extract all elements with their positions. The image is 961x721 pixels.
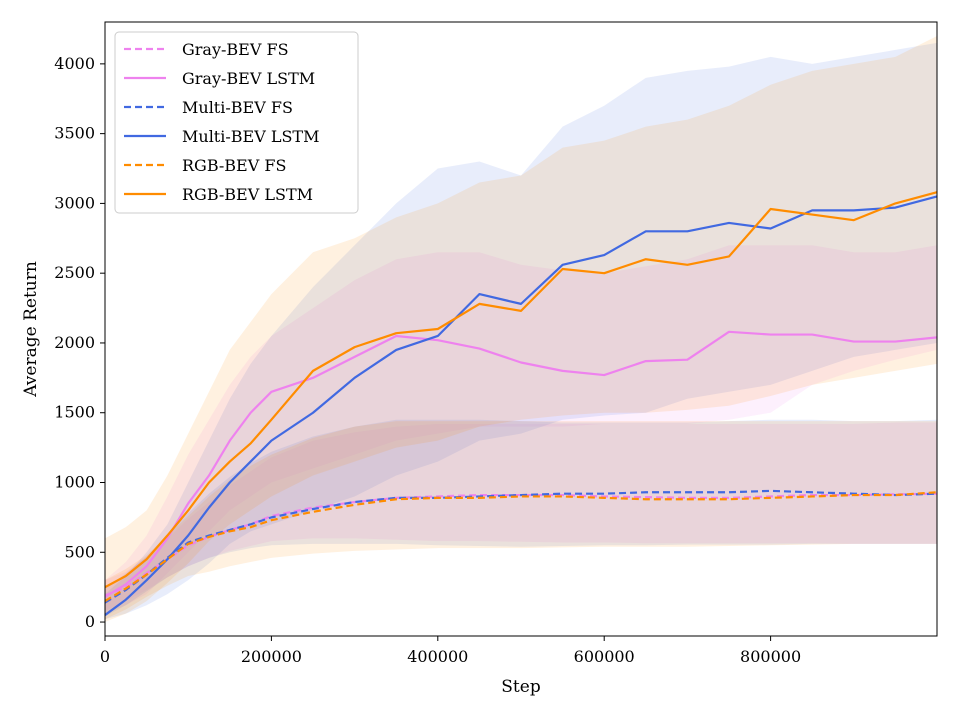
band-multi-bev-lstm [105,42,937,620]
band-gray-bev-lstm [105,245,937,614]
legend-label-multi-bev-lstm: Multi-BEV LSTM [182,127,319,146]
legend-box [114,31,359,214]
y-tick-label: 0 [85,612,95,631]
legend-label-gray-bev-lstm: Gray-BEV LSTM [182,69,315,88]
band-gray-bev-fs [105,422,937,611]
x-axis-label: Step [501,677,541,697]
series-lines [104,191,938,616]
x-tick-label: 600000 [574,647,635,666]
legend-label-rgb-bev-fs: RGB-BEV FS [182,156,286,175]
line-gray-bev-fs [104,492,938,597]
legend: Gray-BEV FS Gray-BEV LSTM Multi-BEV FS Mult… [114,31,359,214]
y-tick-label: 1500 [54,403,95,422]
x-tick-label: 400000 [407,647,468,666]
y-tick-label: 3500 [54,124,95,143]
legend-label-gray-bev-fs: Gray-BEV FS [182,40,289,59]
plot-frame [104,21,938,637]
x-axis-ticks: 0 200000 400000 600000 800000 [100,636,801,666]
y-axis-ticks: 0 500 1000 1500 2000 2500 3000 3500 4000 [54,54,105,631]
y-tick-label: 2000 [54,333,95,352]
x-tick-label: 0 [100,647,110,666]
x-tick-label: 800000 [740,647,801,666]
confidence-bands [105,35,937,623]
band-rgb-bev-fs [105,421,937,620]
legend-label-rgb-bev-lstm: RGB-BEV LSTM [182,185,313,204]
y-tick-label: 3000 [54,193,95,212]
band-rgb-bev-lstm [105,35,937,623]
y-axis-label: Average Return [21,261,41,398]
line-rgb-bev-fs [104,491,938,603]
x-tick-label: 200000 [241,647,302,666]
y-tick-label: 4000 [54,54,95,73]
legend-label-multi-bev-fs: Multi-BEV FS [182,98,293,117]
line-multi-bev-lstm [104,195,938,616]
line-rgb-bev-lstm [104,191,938,589]
band-multi-bev-fs [105,419,937,617]
y-tick-label: 500 [64,542,95,561]
y-tick-label: 2500 [54,263,95,282]
y-tick-label: 1000 [54,473,95,492]
line-gray-bev-lstm [104,330,938,598]
